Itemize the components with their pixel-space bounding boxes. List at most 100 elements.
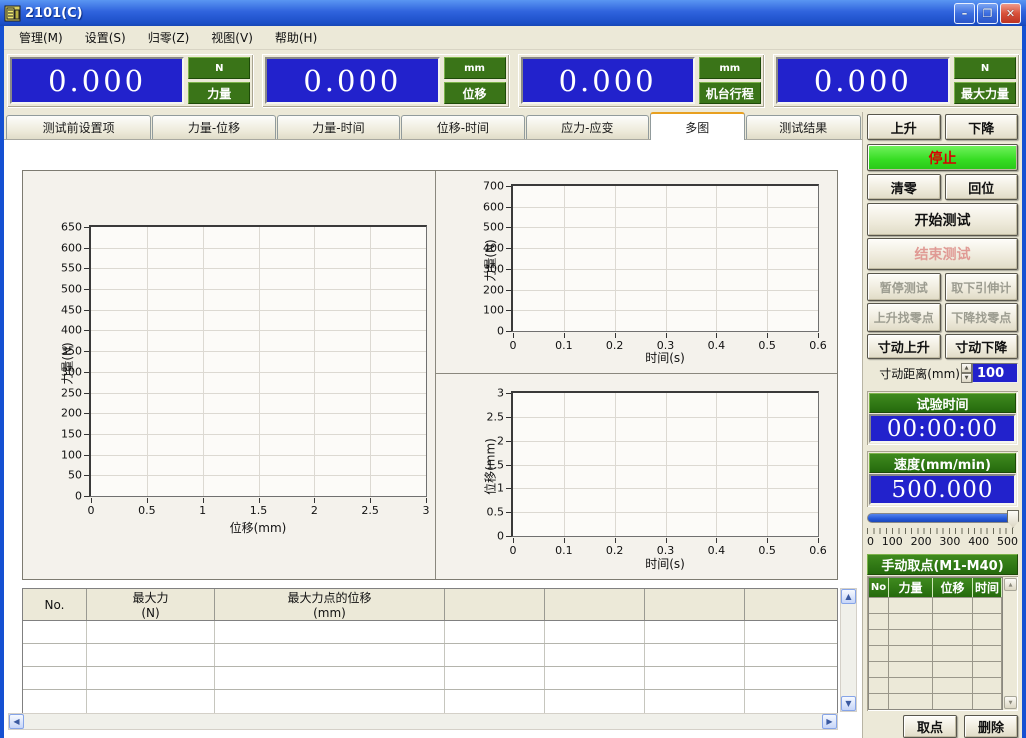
manual-cell (889, 646, 933, 661)
close-button[interactable]: ✕ (1000, 2, 1021, 24)
y-tick-label: 100 (61, 448, 82, 462)
y-tick-label: 0 (497, 529, 504, 543)
test-time-meter: 试验时间 00:00:00 (867, 391, 1018, 445)
chart-displacement-vs-time: 位移(mm) 0 0.5 1 1.5 2 2.5 3 0 0.1 0.2 0.3 0.4 0.5 0.6 … (436, 374, 837, 579)
menu-help[interactable]: 帮助(H) (274, 31, 318, 45)
results-cell (23, 690, 87, 713)
scroll-up-icon[interactable]: ▲ (1004, 578, 1017, 591)
delete-point-button[interactable]: 删除 (964, 715, 1018, 738)
results-cell (87, 644, 215, 666)
end-test-button[interactable]: 结束测试 (867, 238, 1018, 270)
x-tick-mark (370, 498, 372, 503)
minimize-button[interactable]: – (954, 2, 975, 24)
slider-tick-label: 300 (939, 535, 961, 548)
tab-force-displacement[interactable]: 力量-位移 (152, 115, 276, 139)
y-tick-mark (506, 268, 511, 270)
pause-test-button[interactable]: 暂停测试 (867, 273, 941, 301)
results-cell (87, 690, 215, 713)
manual-cell (973, 630, 1002, 645)
x-tick-label: 3 (422, 504, 430, 517)
results-cell (445, 621, 545, 643)
displays-row: 0.000 N 力量 0.000 mm 位移 0.000 mm 机台行程 0.0… (4, 50, 1022, 112)
test-time-label: 试验时间 (869, 393, 1016, 413)
tab-multi-chart[interactable]: 多图 (650, 112, 745, 140)
tab-pretest-settings[interactable]: 测试前设置项 (6, 115, 152, 139)
scroll-right-icon[interactable]: ▶ (822, 714, 837, 729)
speed-slider-labels: 0 100 200 300 400 500 (867, 535, 1018, 548)
menu-settings[interactable]: 设置(S) (84, 31, 126, 45)
return-home-button[interactable]: 回位 (944, 174, 1018, 200)
maximize-button[interactable]: ❐ (977, 2, 998, 24)
down-button[interactable]: 下降 (944, 114, 1018, 140)
results-cell (745, 621, 837, 643)
y-tick-mark (506, 206, 511, 208)
jog-down-button[interactable]: 寸动下降 (944, 334, 1018, 359)
results-cell (215, 690, 445, 713)
stroke-display-group: 0.000 mm 机台行程 (517, 54, 764, 107)
stop-button[interactable]: 停止 (867, 144, 1018, 171)
menu-zero[interactable]: 归零(Z) (147, 31, 190, 45)
manual-points-scrollbar[interactable]: ▲ ▼ (1003, 577, 1017, 710)
scroll-down-icon[interactable]: ▼ (1004, 696, 1017, 709)
start-test-button[interactable]: 开始测试 (867, 203, 1018, 236)
force-unit: N (188, 57, 251, 79)
down-find-zero-button[interactable]: 下降找零点 (944, 303, 1018, 332)
tab-stress-strain[interactable]: 应力-应变 (525, 115, 649, 139)
clear-zero-button[interactable]: 清零 (867, 174, 941, 200)
y-axis-label: 力量(N) (60, 342, 75, 385)
speed-slider[interactable] (867, 510, 1019, 528)
results-table-row (23, 621, 837, 644)
plot-area: 0 50 100 150 200 250 300 350 400 450 500 550 600 650 0… (61, 221, 430, 518)
menu-view[interactable]: 视图(V) (211, 31, 253, 45)
results-horizontal-scrollbar[interactable]: ◀ ▶ (8, 713, 838, 730)
manual-column-header: 时间 (973, 578, 1002, 597)
spinner-up-icon[interactable]: ▲ (961, 363, 972, 373)
results-vertical-scrollbar[interactable]: ▲ ▼ (840, 588, 857, 712)
take-point-button[interactable]: 取点 (903, 715, 957, 738)
manual-cell (889, 694, 933, 709)
scroll-left-icon[interactable]: ◀ (9, 714, 24, 729)
remove-extensometer-button[interactable]: 取下引伸计 (944, 273, 1018, 301)
manual-actions-row: 取点 删除 (867, 715, 1018, 738)
y-tick-mark (84, 247, 89, 249)
up-find-zero-button[interactable]: 上升找零点 (867, 303, 941, 332)
scroll-up-icon[interactable]: ▲ (841, 589, 856, 604)
jog-distance-input[interactable] (972, 363, 1018, 383)
x-tick-mark (614, 333, 616, 338)
scroll-down-icon[interactable]: ▼ (841, 696, 856, 711)
menu-manage[interactable]: 管理(M) (19, 31, 63, 45)
speed-slider-track[interactable] (867, 513, 1018, 523)
results-cell (545, 621, 645, 643)
x-tick-label: 0.4 (707, 339, 726, 352)
jog-up-button[interactable]: 寸动上升 (867, 334, 941, 359)
results-cell (645, 690, 745, 713)
speed-meter: 速度(mm/min) 500.000 (867, 451, 1018, 507)
y-tick-label: 300 (483, 262, 504, 276)
x-tick-label: 0.3 (656, 339, 675, 352)
header-unit: (mm) (313, 606, 346, 620)
v-gridline (614, 393, 616, 536)
tab-displacement-time[interactable]: 位移-时间 (401, 115, 525, 139)
tab-force-time[interactable]: 力量-时间 (276, 115, 401, 139)
y-tick-label: 2 (497, 434, 504, 448)
y-tick-mark (84, 289, 89, 291)
speed-slider-thumb[interactable] (1007, 510, 1019, 528)
x-tick-mark (202, 498, 204, 503)
y-tick-label: 300 (61, 365, 82, 379)
tab-test-results[interactable]: 测试结果 (745, 115, 862, 139)
results-cell (745, 690, 837, 713)
x-tick-mark (665, 333, 667, 338)
slider-tick-label: 200 (910, 535, 932, 548)
manual-table-row (869, 613, 1002, 629)
results-column-header (645, 589, 745, 620)
up-button[interactable]: 上升 (867, 114, 941, 140)
speed-label: 速度(mm/min) (869, 453, 1016, 473)
menubar: 管理(M) 设置(S) 归零(Z) 视图(V) 帮助(H) (4, 26, 1022, 50)
results-cell (545, 690, 645, 713)
x-tick-mark (716, 333, 718, 338)
spinner-down-icon[interactable]: ▼ (961, 373, 972, 383)
manual-cell (889, 678, 933, 693)
results-cell (87, 667, 215, 689)
manual-cell (869, 646, 889, 661)
